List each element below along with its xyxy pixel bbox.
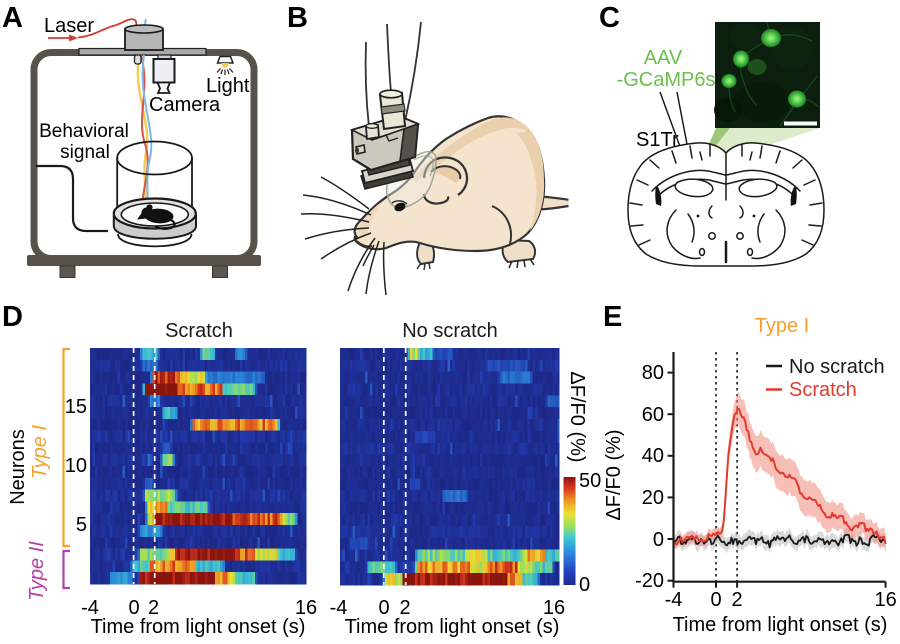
- svg-text:D: D: [2, 301, 23, 333]
- svg-text:Laser: Laser: [44, 15, 94, 37]
- svg-text:B: B: [287, 2, 308, 34]
- svg-text:E: E: [603, 301, 622, 333]
- svg-text:0: 0: [378, 597, 389, 619]
- svg-text:Scratch: Scratch: [165, 320, 233, 342]
- svg-text:16: 16: [543, 597, 565, 619]
- svg-text:Time from light onset (s): Time from light onset (s): [673, 614, 888, 636]
- svg-text:0: 0: [579, 574, 590, 596]
- svg-text:2: 2: [148, 597, 159, 619]
- svg-text:Light: Light: [206, 75, 250, 97]
- svg-text:Type II: Type II: [26, 541, 48, 601]
- svg-text:5: 5: [76, 514, 87, 536]
- svg-text:Time from light onset (s): Time from light onset (s): [345, 616, 560, 638]
- svg-text:Type I: Type I: [29, 425, 51, 480]
- svg-text:A: A: [2, 2, 23, 34]
- svg-text:16: 16: [295, 597, 317, 619]
- svg-text:Scratch: Scratch: [789, 379, 857, 401]
- svg-text:-4: -4: [81, 597, 99, 619]
- svg-text:-GCaMP6s: -GCaMP6s: [617, 69, 716, 91]
- svg-text:60: 60: [642, 404, 664, 426]
- svg-text:2: 2: [732, 589, 743, 611]
- svg-text:50: 50: [579, 470, 601, 492]
- svg-text:15: 15: [65, 396, 87, 418]
- svg-text:0: 0: [128, 597, 139, 619]
- svg-text:80: 80: [642, 362, 664, 384]
- svg-text:20: 20: [642, 487, 664, 509]
- svg-text:ΔF/F0 (%): ΔF/F0 (%): [603, 429, 625, 520]
- svg-text:-20: -20: [635, 570, 664, 592]
- svg-text:signal: signal: [60, 142, 110, 163]
- svg-text:Type I: Type I: [755, 315, 809, 337]
- svg-text:0: 0: [710, 589, 721, 611]
- svg-text:Behavioral: Behavioral: [39, 121, 129, 142]
- svg-text:2: 2: [399, 597, 410, 619]
- svg-text:-4: -4: [665, 589, 683, 611]
- svg-text:ΔF/F0 (%): ΔF/F0 (%): [566, 371, 588, 462]
- svg-text:S1Tr: S1Tr: [636, 129, 679, 151]
- svg-text:AAV: AAV: [644, 47, 683, 69]
- svg-text:No scratch: No scratch: [402, 320, 498, 342]
- svg-text:C: C: [599, 2, 620, 34]
- svg-text:10: 10: [65, 455, 87, 477]
- svg-text:Camera: Camera: [149, 94, 221, 116]
- svg-text:16: 16: [874, 589, 896, 611]
- svg-text:Time from light onset (s): Time from light onset (s): [91, 616, 306, 638]
- svg-text:40: 40: [642, 445, 664, 467]
- svg-text:-4: -4: [330, 597, 348, 619]
- svg-text:No scratch: No scratch: [789, 356, 885, 378]
- svg-text:Neurons: Neurons: [7, 429, 29, 505]
- svg-text:0: 0: [653, 529, 664, 551]
